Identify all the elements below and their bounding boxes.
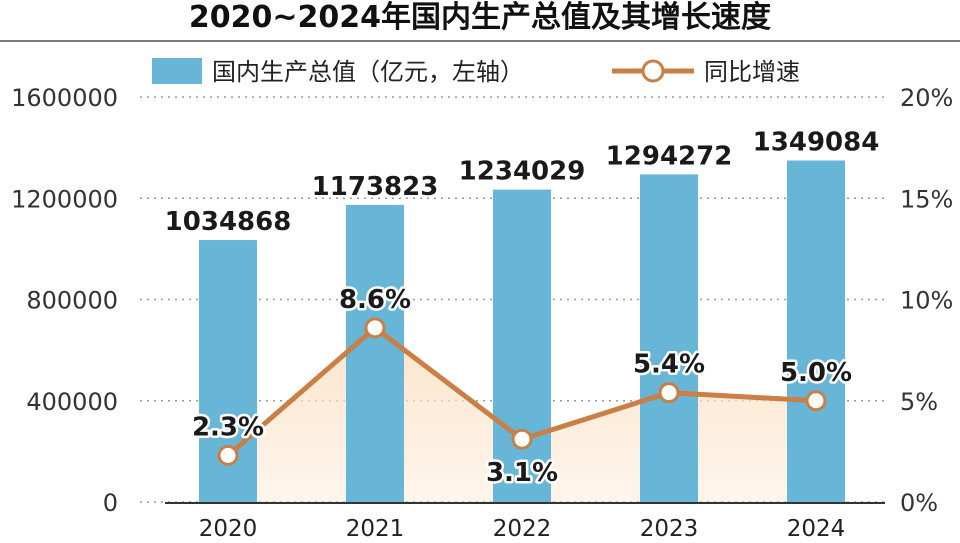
legend-line-marker — [641, 59, 665, 83]
growth-value-label: 8.6% — [339, 285, 411, 315]
gdp-bar-2024 — [787, 160, 845, 502]
x-tick-label: 2021 — [346, 516, 405, 542]
growth-line — [217, 317, 827, 466]
growth-point-2020 — [217, 444, 239, 466]
legend-bar-swatch — [152, 58, 202, 84]
gdp-bar-2023 — [640, 174, 698, 503]
title-divider — [0, 40, 960, 42]
gdp-value-label: 1173823 — [312, 172, 439, 202]
y-left-tick-label: 0 — [103, 489, 118, 517]
growth-value-label: 3.1% — [486, 458, 558, 488]
y-right-tick-label: 20% — [900, 84, 953, 112]
growth-value-label: 2.3% — [192, 412, 264, 442]
growth-value-label: 5.0% — [780, 358, 852, 388]
y-right-tick-label: 0% — [900, 489, 938, 517]
gdp-bar-2022 — [493, 189, 551, 502]
x-tick-label: 2020 — [199, 516, 258, 542]
gdp-value-label: 1234029 — [459, 157, 586, 187]
growth-point-2023 — [658, 382, 680, 404]
y-right-tick-label: 5% — [900, 388, 938, 416]
y-axis-left: 0 400000 800000 1200000 1600000 — [11, 84, 118, 517]
y-left-tick-label: 400000 — [26, 388, 118, 416]
x-tick-label: 2022 — [493, 516, 552, 542]
growth-value-label: 5.4% — [633, 350, 705, 380]
chart-title: 2020~2024年国内生产总值及其增长速度 — [188, 0, 772, 35]
gdp-value-label: 1349084 — [753, 128, 880, 158]
gdp-value-label: 1034868 — [165, 207, 292, 237]
y-right-tick-label: 10% — [900, 287, 953, 315]
y-left-tick-label: 1200000 — [11, 185, 118, 213]
growth-point-2022 — [511, 428, 533, 450]
x-axis: 2020 2021 2022 2023 2024 — [165, 502, 885, 542]
y-axis-right: 0% 5% 10% 15% 20% — [900, 84, 953, 517]
y-left-tick-label: 1600000 — [11, 84, 118, 112]
bars — [199, 160, 845, 503]
growth-point-2024 — [805, 390, 827, 412]
y-left-tick-label: 800000 — [26, 287, 118, 315]
legend-line-label: 同比增速 — [704, 58, 800, 86]
gdp-bar-2021 — [346, 204, 404, 503]
y-right-tick-label: 15% — [900, 185, 953, 213]
data-labels: 1034868 1173823 1234029 1294272 1349084 2.3% 8… — [165, 128, 880, 491]
legend: 国内生产总值（亿元，左轴） 同比增速 — [152, 58, 800, 86]
x-tick-label: 2023 — [640, 516, 699, 542]
legend-bar-label: 国内生产总值（亿元，左轴） — [212, 58, 524, 86]
growth-point-2021 — [364, 317, 386, 339]
gdp-value-label: 1294272 — [606, 141, 733, 171]
x-tick-label: 2024 — [787, 516, 846, 542]
